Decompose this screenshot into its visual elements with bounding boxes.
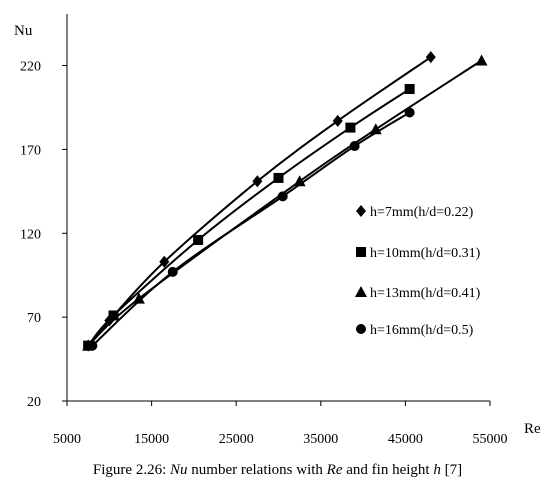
triangle-marker xyxy=(355,286,367,297)
caption-mid2: and fin height xyxy=(342,462,434,478)
square-marker xyxy=(356,247,366,257)
axes: 20 70 120 170 220 5000 15000 25000 35000 45000 550… xyxy=(14,14,541,447)
caption-mid1: number relations with xyxy=(187,462,327,478)
series-layer xyxy=(82,51,488,352)
chart: 20 70 120 170 220 5000 15000 25000 35000 45000 550… xyxy=(14,14,541,447)
figure-caption: Figure 2.26: Nu number relations with Re… xyxy=(0,462,555,479)
legend-label: h=7mm(h/d=0.22) xyxy=(370,205,474,220)
circle-marker xyxy=(349,141,360,152)
legend-label: h=10mm(h/d=0.31) xyxy=(370,246,481,261)
y-tick-label: 120 xyxy=(20,227,41,242)
x-tick-label: 5000 xyxy=(53,432,81,447)
series-4 xyxy=(87,107,415,351)
square-marker xyxy=(193,234,204,245)
y-tick-label: 220 xyxy=(20,60,41,75)
x-tick-label: 15000 xyxy=(134,432,169,447)
triangle-marker xyxy=(475,54,488,66)
x-tick-label: 55000 xyxy=(473,432,508,447)
legend-item-3: h=13mm(h/d=0.41) xyxy=(355,286,481,301)
y-tick-label: 20 xyxy=(27,395,41,410)
legend: h=7mm(h/d=0.22) h=10mm(h/d=0.31) h=13mm(h/… xyxy=(355,205,481,338)
y-axis-title: Nu xyxy=(14,23,33,39)
circle-marker xyxy=(277,191,288,202)
x-tick-label: 25000 xyxy=(219,432,254,447)
caption-nu: Nu xyxy=(170,462,188,478)
legend-item-4: h=16mm(h/d=0.5) xyxy=(356,323,474,338)
caption-prefix: Figure 2.26: xyxy=(92,462,171,478)
diamond-marker xyxy=(356,205,366,217)
x-axis-title: Re xyxy=(524,421,541,437)
diamond-marker xyxy=(332,114,343,127)
diamond-marker xyxy=(252,175,263,188)
square-marker xyxy=(404,84,415,95)
legend-label: h=13mm(h/d=0.41) xyxy=(370,286,481,301)
y-tick-label: 170 xyxy=(20,143,41,158)
legend-item-2: h=10mm(h/d=0.31) xyxy=(356,246,481,261)
circle-marker xyxy=(167,266,178,277)
legend-item-1: h=7mm(h/d=0.22) xyxy=(356,205,474,220)
circle-marker xyxy=(404,107,415,118)
diamond-marker xyxy=(425,51,436,64)
caption-re: Re xyxy=(326,462,343,478)
triangle-marker xyxy=(132,292,145,304)
circle-marker xyxy=(87,340,98,351)
square-marker xyxy=(108,310,119,321)
caption-suffix: [7] xyxy=(440,462,463,478)
series-line xyxy=(87,59,483,347)
series-3 xyxy=(82,54,488,351)
square-marker xyxy=(345,122,356,133)
square-marker xyxy=(273,172,284,183)
series-1 xyxy=(83,51,436,352)
y-tick-label: 70 xyxy=(27,311,41,326)
series-line xyxy=(91,111,411,347)
x-tick-label: 45000 xyxy=(388,432,423,447)
legend-label: h=16mm(h/d=0.5) xyxy=(370,323,474,338)
diamond-marker xyxy=(159,255,170,268)
circle-marker xyxy=(356,324,366,334)
x-tick-label: 35000 xyxy=(303,432,338,447)
caption-h: h xyxy=(433,462,441,478)
